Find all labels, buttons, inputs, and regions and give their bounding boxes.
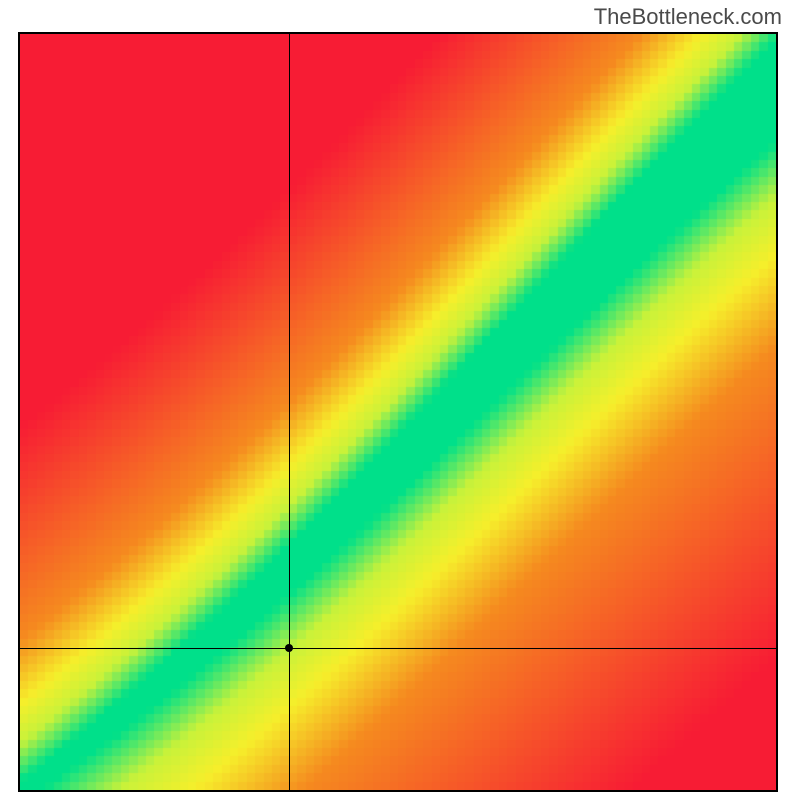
crosshair-horizontal	[18, 648, 778, 649]
crosshair-vertical	[289, 32, 290, 792]
heatmap-plot	[18, 32, 778, 792]
heatmap-canvas	[20, 34, 776, 790]
watermark-text: TheBottleneck.com	[594, 4, 782, 30]
marker-dot	[285, 644, 293, 652]
